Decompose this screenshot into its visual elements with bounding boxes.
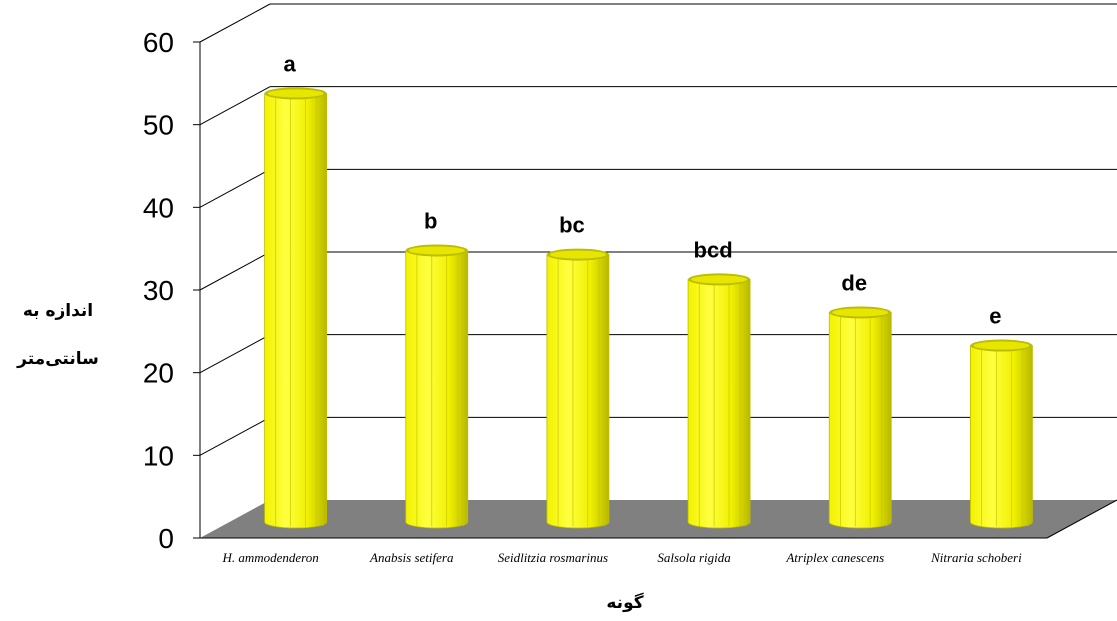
gridline-diagonal <box>199 3 271 43</box>
y-tick-label: 20 <box>143 358 174 389</box>
y-tick-label: 60 <box>143 27 174 58</box>
gridline-diagonal <box>199 251 271 291</box>
bar-body <box>405 250 469 529</box>
bar-top-inner <box>691 275 748 284</box>
bar <box>546 248 610 529</box>
bar-body <box>264 93 327 529</box>
x-tick-label: Atriplex canescens <box>785 550 884 565</box>
x-tick-label: Seidlitzia rosmarinus <box>498 550 608 565</box>
y-tick-label: 30 <box>143 275 174 306</box>
bar-body <box>828 312 892 529</box>
significance-label: bc <box>559 213 585 238</box>
x-axis-label: گونه <box>606 592 643 613</box>
bar-top-inner <box>549 250 606 259</box>
floor-edge <box>1046 499 1117 539</box>
bar <box>828 306 892 529</box>
bar <box>405 244 469 529</box>
bar-body <box>546 254 610 529</box>
x-tick-label: Salsola rigida <box>657 550 731 565</box>
x-tick-label: Nitraria schoberi <box>930 550 1022 565</box>
x-tick-label: Anabsis setifera <box>369 550 454 565</box>
bar-top-inner <box>973 341 1030 350</box>
bar-body <box>970 345 1033 529</box>
bar-top-inner <box>267 89 324 98</box>
bar <box>264 87 327 529</box>
y-axis-label-line-1: اندازه به <box>23 301 93 321</box>
significance-label: a <box>283 51 296 76</box>
significance-label: de <box>841 270 867 295</box>
y-tick-label: 50 <box>143 110 174 141</box>
significance-label: e <box>989 304 1001 329</box>
x-tick-label: H. ammodenderon <box>221 550 318 565</box>
gridline-diagonal <box>199 334 271 374</box>
bar-top-inner <box>408 246 465 255</box>
bar <box>970 339 1033 529</box>
significance-label: bcd <box>694 237 733 262</box>
gridline-diagonal <box>199 168 271 208</box>
y-tick-label: 40 <box>143 192 174 223</box>
y-tick-label: 0 <box>158 523 174 554</box>
significance-label: b <box>424 208 437 233</box>
bar-top-inner <box>832 308 889 317</box>
gridline-diagonal <box>199 86 271 126</box>
bar-body <box>687 279 751 529</box>
bar <box>687 273 751 529</box>
y-axis-label-line-2: سانتی‌متر <box>16 349 99 369</box>
y-tick-label: 10 <box>143 440 174 471</box>
gridline-diagonal <box>199 416 271 456</box>
